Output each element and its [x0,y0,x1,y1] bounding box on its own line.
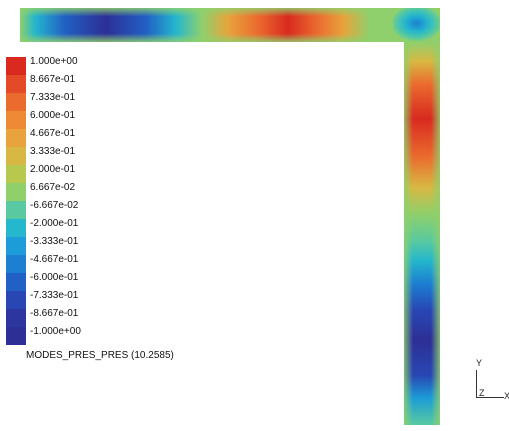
axis-y-line [476,370,477,397]
legend-label: 1.000e+00 [30,56,78,67]
legend-row: -8.667e-01 [6,309,206,327]
legend-label: 6.000e-01 [30,110,76,121]
axis-triad: Y Z X [466,358,509,408]
axis-x-label: X [504,391,509,401]
legend-row: -3.333e-01 [6,237,206,255]
legend-swatch [6,201,26,219]
legend-label: -7.333e-01 [30,290,79,301]
legend-label: 4.667e-01 [30,128,76,139]
legend-row: 1.000e+00 [6,57,206,75]
axis-x-line [476,397,504,398]
legend-row: 4.667e-01 [6,129,206,147]
legend-swatch [6,219,26,237]
legend-label: 8.667e-01 [30,74,76,85]
legend-label: -6.000e-01 [30,272,79,283]
legend-swatch [6,327,26,345]
legend-row: -7.333e-01 [6,291,206,309]
legend-label: -1.000e+00 [30,326,81,337]
legend-row: -1.000e+00 [6,327,206,345]
vertical-duct-wall-fade [404,42,440,425]
mode-label: MODES_PRES_PRES (10.2585) [26,350,174,361]
legend-label: -2.000e-01 [30,218,79,229]
legend-row: 6.000e-01 [6,111,206,129]
legend-label: -3.333e-01 [30,236,79,247]
legend-label: 2.000e-01 [30,164,76,175]
legend-row: -6.667e-02 [6,201,206,219]
legend-row: -2.000e-01 [6,219,206,237]
legend-label: -4.667e-01 [30,254,79,265]
legend-label: 6.667e-02 [30,182,76,193]
legend-swatch [6,129,26,147]
horizontal-duct-wall-fade [20,8,393,42]
legend-row: -4.667e-01 [6,255,206,273]
legend-row: 2.000e-01 [6,165,206,183]
legend-row: 6.667e-02 [6,183,206,201]
legend-swatch [6,255,26,273]
legend-label: 3.333e-01 [30,146,76,157]
legend-label: -6.667e-02 [30,200,79,211]
corner-contour [393,8,440,42]
legend-swatch [6,183,26,201]
legend-row: 7.333e-01 [6,93,206,111]
legend-swatch [6,165,26,183]
legend-swatch [6,147,26,165]
legend-row: 8.667e-01 [6,75,206,93]
axis-y-label: Y [476,358,483,368]
legend-swatch [6,309,26,327]
legend-swatch [6,237,26,255]
legend-row: 3.333e-01 [6,147,206,165]
legend-swatch [6,75,26,93]
legend-swatch [6,291,26,309]
axis-z-label: Z [479,388,485,398]
legend-label: 7.333e-01 [30,92,76,103]
legend-swatch [6,273,26,291]
legend-swatch [6,111,26,129]
legend-swatch [6,93,26,111]
legend-swatch [6,57,26,75]
legend-label: -8.667e-01 [30,308,79,319]
legend-row: -6.000e-01 [6,273,206,291]
